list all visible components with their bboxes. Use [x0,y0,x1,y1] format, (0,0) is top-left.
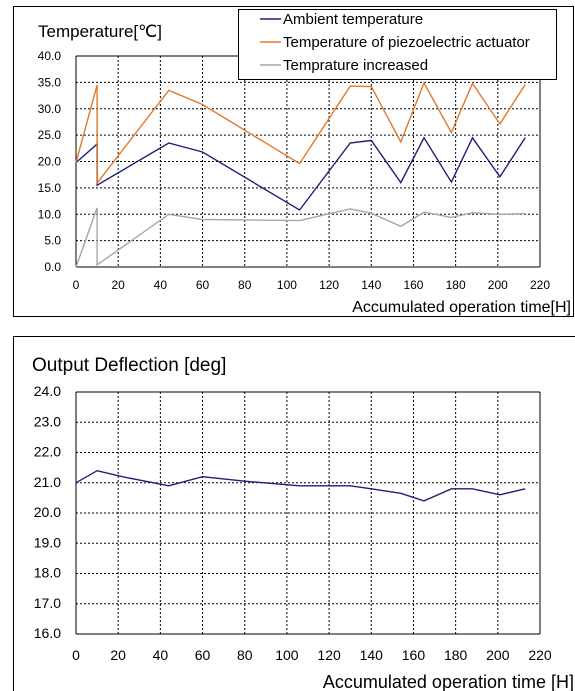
x-tick-label: 220 [528,647,552,663]
series-line-1 [75,136,526,211]
x-tick-label: 200 [488,278,508,292]
y-tick-label: 5.0 [44,234,61,248]
chart1-x-axis-label: Accumulated operation time[H] [352,299,571,316]
y-tick-label: 24.0 [34,383,61,399]
x-tick-label: 120 [319,278,339,292]
x-tick-label: 80 [238,278,252,292]
y-tick-label: 19.0 [34,534,61,550]
x-tick-label: 0 [73,278,80,292]
legend-entry: Ambient temperature [283,11,423,28]
x-tick-label: 140 [360,647,384,663]
chart1-x-tick-labels: 0 20 40 60 80 100 120 140 160 180 200 220 [73,278,551,292]
chart2-frame [13,336,575,691]
x-tick-label: 200 [486,647,510,663]
x-tick-label: 100 [275,647,299,663]
x-tick-label: 180 [444,647,468,663]
y-tick-label: 25.0 [38,128,62,142]
chart2-title: Output Deflection [deg] [32,355,226,376]
x-tick-label: 0 [72,647,80,663]
legend-entry: Temperature of piezoelectric actuator [283,34,530,51]
y-tick-label: 10.0 [38,207,62,221]
series-line-1 [75,469,526,502]
y-tick-label: 15.0 [38,181,62,195]
x-tick-label: 220 [530,278,550,292]
x-tick-label: 160 [403,278,423,292]
x-tick-label: 40 [154,278,168,292]
chart1-series-lines [75,81,526,268]
x-tick-label: 160 [402,647,426,663]
y-tick-label: 17.0 [34,595,61,611]
y-tick-label: 20.0 [38,155,62,169]
chart2-x-tick-labels: 0 20 40 60 80 100 120 140 160 180 200 220 [72,647,552,663]
x-tick-label: 140 [361,278,381,292]
chart2-y-tick-labels: 16.0 17.0 18.0 19.0 20.0 21.0 22.0 23.0 24.0 [34,383,61,641]
y-tick-label: 20.0 [34,504,61,520]
y-tick-label: 0.0 [44,260,61,274]
y-tick-label: 35.0 [38,75,62,89]
chart1-y-tick-labels: 0.0 5.0 10.0 15.0 20.0 25.0 30.0 35.0 40.0 [38,49,62,274]
y-tick-label: 22.0 [34,444,61,460]
x-tick-label: 20 [110,647,126,663]
x-tick-label: 180 [446,278,466,292]
y-tick-label: 40.0 [38,49,62,63]
legend-entry: Temprature increased [283,57,428,74]
y-tick-label: 23.0 [34,413,61,429]
x-tick-label: 120 [317,647,341,663]
chart1-title: Temperature[℃] [38,22,162,41]
y-tick-label: 16.0 [34,625,61,641]
x-tick-label: 60 [196,278,210,292]
series-line-3 [75,207,526,268]
x-tick-label: 60 [195,647,211,663]
x-tick-label: 20 [112,278,126,292]
legend-box [238,9,557,80]
series-line-2 [75,81,526,186]
chart2-series-lines [75,469,526,502]
y-tick-label: 30.0 [38,102,62,116]
x-tick-label: 80 [237,647,253,663]
y-tick-label: 18.0 [34,565,61,581]
y-tick-label: 21.0 [34,474,61,490]
chart1-gridlines [75,55,541,268]
chart2-x-axis-label: Accumulated operation time [H] [323,672,574,691]
x-tick-label: 100 [277,278,297,292]
x-tick-label: 40 [153,647,169,663]
chart1-legend: Ambient temperature Temperature of piezoe… [238,9,557,80]
